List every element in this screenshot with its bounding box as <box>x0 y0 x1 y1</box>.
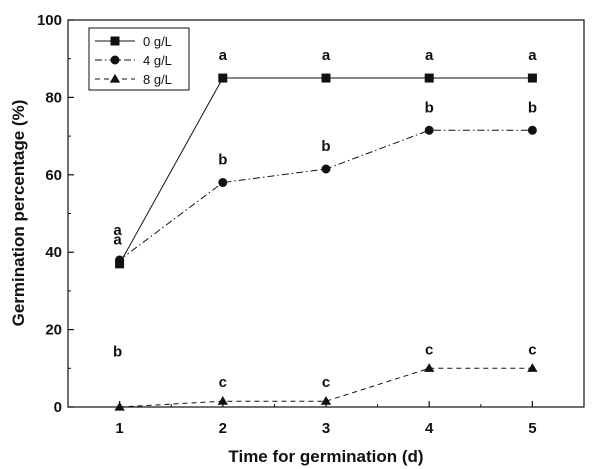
y-axis-title: Germination percentage (%) <box>9 100 28 327</box>
y-tick-label: 80 <box>45 89 62 106</box>
significance-label: a <box>528 47 537 64</box>
significance-label: b <box>528 99 537 116</box>
significance-label: c <box>425 341 433 358</box>
triangle-marker <box>320 396 332 405</box>
triangle-marker <box>217 396 228 405</box>
legend-label-1: 4 g/L <box>143 53 172 68</box>
legend: 0 g/L 4 g/L 8 g/L <box>88 27 190 91</box>
significance-label: c <box>322 374 330 391</box>
y-tick-label: 20 <box>45 322 62 339</box>
square-marker <box>321 73 331 83</box>
significance-label: b <box>113 344 122 361</box>
significance-label: a <box>113 222 122 239</box>
significance-label: c <box>528 341 536 358</box>
square-marker <box>424 73 434 83</box>
triangle-marker <box>527 363 538 372</box>
square-marker <box>527 73 537 83</box>
circle-marker <box>424 125 434 135</box>
x-tick-label: 4 <box>425 420 434 437</box>
circle-marker <box>115 255 125 265</box>
significance-label: b <box>425 99 434 116</box>
x-tick-label: 3 <box>322 420 330 437</box>
circle-marker <box>218 178 228 188</box>
x-tick-label: 1 <box>115 420 123 437</box>
y-tick-label: 60 <box>45 167 62 184</box>
y-tick-label: 40 <box>45 244 62 261</box>
legend-box <box>88 27 190 91</box>
series-2 <box>114 363 538 411</box>
legend-marker-1 <box>110 55 120 65</box>
series-layer <box>114 73 538 411</box>
y-tick-label: 0 <box>54 399 62 416</box>
legend-marker-0 <box>110 36 120 46</box>
series-1 <box>115 125 537 265</box>
significance-label: a <box>113 231 122 248</box>
significance-label: b <box>321 138 330 155</box>
y-axis: 0 20 40 60 80 100 <box>37 12 74 416</box>
x-tick-label: 2 <box>219 420 227 437</box>
legend-label-0: 0 g/L <box>143 34 172 49</box>
legend-label-2: 8 g/L <box>143 72 172 87</box>
significance-label: a <box>425 47 434 64</box>
significance-label: b <box>218 152 227 169</box>
significance-label: a <box>219 47 228 64</box>
circle-marker <box>321 164 331 174</box>
significance-label: a <box>322 47 331 64</box>
circle-marker <box>527 125 537 135</box>
legend-marker-2 <box>109 73 121 83</box>
x-tick-label: 5 <box>528 420 536 437</box>
significance-label: c <box>219 374 227 391</box>
y-tick-label: 100 <box>37 12 62 29</box>
x-axis-title: Time for germination (d) <box>228 447 423 466</box>
triangle-marker <box>114 401 125 411</box>
square-marker <box>218 73 228 83</box>
triangle-marker <box>424 363 435 372</box>
